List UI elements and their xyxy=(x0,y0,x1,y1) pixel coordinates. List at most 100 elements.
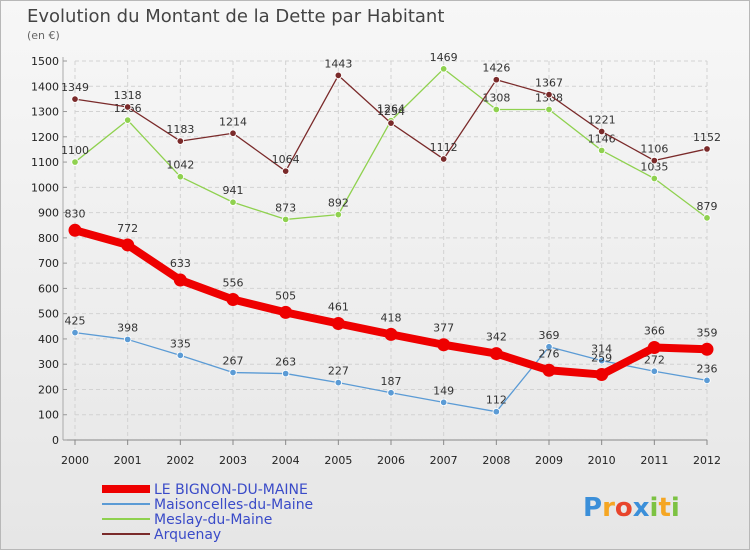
data-point xyxy=(68,223,82,237)
data-point xyxy=(597,127,606,136)
data-label: 556 xyxy=(223,277,244,290)
data-label: 272 xyxy=(644,353,665,366)
x-axis-ticks: 2000 2001 2002 2003 2004 2005 2006 2007 2008 2009… xyxy=(61,440,721,467)
data-label: 398 xyxy=(117,321,138,334)
logo-text: Proxiti xyxy=(583,493,680,523)
data-point xyxy=(545,343,553,351)
logo-letter: P xyxy=(583,493,602,523)
data-point xyxy=(703,145,711,153)
data-point xyxy=(647,341,661,355)
data-point xyxy=(123,116,132,124)
data-label: 425 xyxy=(65,315,86,328)
data-label: 1318 xyxy=(114,89,142,102)
data-point xyxy=(176,351,185,360)
y-tick-label: 1500 xyxy=(31,55,59,68)
series-1: 425 398 335 267 263 227 187 149 112 369 314 272 236 xyxy=(65,315,718,416)
x-tick-label: 2000 xyxy=(61,454,89,467)
data-label: 314 xyxy=(591,343,612,356)
data-label: 112 xyxy=(486,394,507,407)
y-tick-label: 800 xyxy=(38,232,59,245)
data-point xyxy=(229,368,237,377)
data-point xyxy=(71,158,79,166)
y-axis-ticks: 0 100 200 300 400 500 600 700 800 900 1000 1100 1200… xyxy=(31,55,67,447)
data-point xyxy=(176,172,185,181)
y-tick-label: 700 xyxy=(38,257,59,270)
data-point xyxy=(281,167,290,175)
data-label: 418 xyxy=(381,311,402,324)
x-tick-label: 2011 xyxy=(640,454,668,467)
data-label: 187 xyxy=(381,375,402,388)
data-point xyxy=(123,335,132,344)
data-point xyxy=(226,293,240,307)
data-point xyxy=(650,156,659,165)
data-label: 879 xyxy=(697,200,718,213)
data-point xyxy=(121,238,135,252)
data-label: 1443 xyxy=(324,57,352,70)
data-point xyxy=(650,174,659,183)
axes xyxy=(62,57,707,441)
x-tick-label: 2001 xyxy=(114,454,142,467)
data-label: 227 xyxy=(328,365,349,378)
data-label: 1308 xyxy=(482,92,510,105)
data-point xyxy=(334,71,343,80)
data-label: 276 xyxy=(539,347,560,360)
data-point xyxy=(492,407,501,416)
x-tick-label: 2002 xyxy=(166,454,194,467)
x-tick-label: 2007 xyxy=(430,454,458,467)
legend-label: Arquenay xyxy=(154,527,221,543)
y-tick-label: 200 xyxy=(38,383,59,396)
legend-label: Maisoncelles-du-Maine xyxy=(154,497,313,513)
data-label: 366 xyxy=(644,325,665,338)
y-tick-label: 500 xyxy=(38,308,59,321)
data-point xyxy=(229,129,237,138)
y-tick-label: 300 xyxy=(38,358,59,371)
data-point xyxy=(439,155,448,163)
data-point xyxy=(71,328,79,337)
data-label: 1221 xyxy=(588,113,616,126)
data-point xyxy=(492,75,501,84)
chart-subtitle: (en €) xyxy=(27,29,60,42)
data-point xyxy=(650,367,659,376)
x-tick-label: 2004 xyxy=(272,454,300,467)
legend-label: Meslay-du-Maine xyxy=(154,512,272,528)
data-point xyxy=(334,210,343,219)
data-label: 1254 xyxy=(377,105,405,118)
data-label: 236 xyxy=(697,362,718,375)
data-point xyxy=(439,398,448,407)
data-point xyxy=(173,273,187,287)
data-label: 830 xyxy=(65,207,86,220)
y-tick-label: 600 xyxy=(38,282,59,295)
data-point xyxy=(387,119,395,127)
legend-label: LE BIGNON-DU-MAINE xyxy=(154,482,308,498)
logo-letter: o xyxy=(615,493,633,523)
data-point xyxy=(71,95,79,103)
data-point xyxy=(703,376,711,385)
data-point xyxy=(489,347,503,361)
data-label: 377 xyxy=(433,322,454,335)
y-tick-label: 1300 xyxy=(31,106,59,119)
proxiti-logo: Proxiti xyxy=(583,493,680,523)
series-3: 1349 1318 1183 1214 1064 1443 1254 1112 1426 1367… xyxy=(61,57,721,175)
data-point xyxy=(542,363,556,377)
y-tick-label: 1200 xyxy=(31,131,59,144)
data-label: 259 xyxy=(591,352,612,365)
data-point xyxy=(597,356,606,365)
data-label: 149 xyxy=(433,384,454,397)
logo-letter: r xyxy=(602,493,615,523)
y-tick-label: 1400 xyxy=(31,80,59,93)
data-label: 1214 xyxy=(219,115,247,128)
data-point xyxy=(545,105,553,114)
data-label: 369 xyxy=(539,329,560,342)
data-label: 1367 xyxy=(535,77,563,90)
data-point xyxy=(281,369,290,378)
data-point xyxy=(492,105,501,114)
data-label: 772 xyxy=(117,222,138,235)
x-tick-label: 2012 xyxy=(693,454,721,467)
logo-letter: x xyxy=(633,493,650,523)
data-label: 1042 xyxy=(166,159,194,172)
y-tick-label: 900 xyxy=(38,207,59,220)
x-tick-label: 2006 xyxy=(377,454,405,467)
data-label: 873 xyxy=(275,201,296,214)
data-label: 342 xyxy=(486,331,507,344)
